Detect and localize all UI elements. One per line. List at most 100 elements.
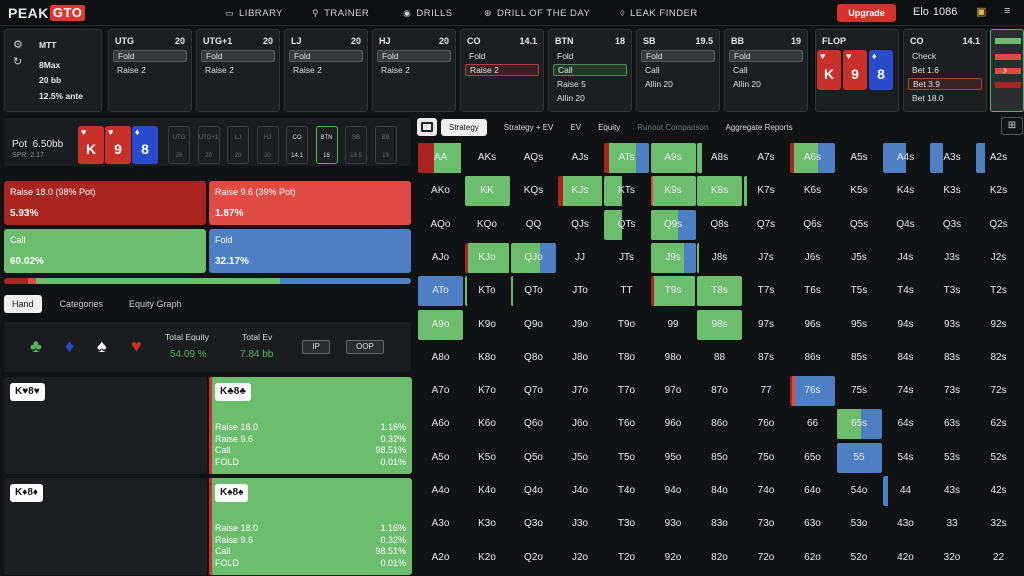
hand-cell-52o[interactable]: 52o: [837, 543, 882, 573]
hand-cell-42o[interactable]: 42o: [883, 543, 928, 573]
hand-cell-63o[interactable]: 63o: [790, 509, 835, 539]
hand-cell-32o[interactable]: 32o: [930, 543, 975, 573]
hand-cell-T5s[interactable]: T5s: [837, 276, 882, 306]
action-raise-big-box[interactable]: Raise 18.0 (98% Pot) 5.93%: [4, 181, 206, 225]
hand-cell-J7s[interactable]: J7s: [744, 243, 789, 273]
hand-cell-43o[interactable]: 43o: [883, 509, 928, 539]
hand-cell-J8s[interactable]: J8s: [697, 242, 742, 273]
hand-cell-K2s[interactable]: K2s: [976, 176, 1021, 206]
hand-cell-J6o[interactable]: J6o: [558, 409, 603, 439]
hand-cell-62s[interactable]: 62s: [976, 409, 1021, 439]
tab-strategy-ev[interactable]: Strategy + EV: [503, 122, 554, 132]
hand-cell-83s[interactable]: 83s: [930, 343, 975, 373]
action-option[interactable]: Fold: [729, 50, 803, 62]
hand-cell-Q9s[interactable]: Q9s: [650, 209, 696, 240]
hand-cell-96s[interactable]: 96s: [790, 310, 835, 340]
position-card-bb-7[interactable]: BB 19 Fold Call Allin 20: [724, 29, 808, 112]
hand-cell-ATo[interactable]: ATo: [418, 276, 463, 307]
hand-cell-T9s[interactable]: T9s: [650, 276, 696, 307]
hand-cell-QJo[interactable]: QJo: [511, 242, 556, 273]
hand-cell-K4o[interactable]: K4o: [465, 476, 510, 506]
action-option[interactable]: Fold: [113, 50, 187, 62]
hand-cell-Q4s[interactable]: Q4s: [883, 210, 928, 240]
hand-cell-Q7s[interactable]: Q7s: [744, 210, 789, 240]
action-option[interactable]: Fold: [201, 50, 275, 62]
position-card-co-4[interactable]: CO 14.1 Fold Raise 2: [460, 29, 544, 112]
hand-cell-54o[interactable]: 54o: [837, 476, 882, 506]
hand-cell-75o[interactable]: 75o: [744, 443, 789, 473]
hand-cell-73o[interactable]: 73o: [744, 509, 789, 539]
hand-cell-93o[interactable]: 93o: [651, 509, 696, 539]
hand-cell-95o[interactable]: 95o: [651, 443, 696, 473]
controller-icon[interactable]: ⊞: [1001, 117, 1023, 135]
logo[interactable]: PEAK GTO: [8, 4, 86, 21]
hand-cell-85s[interactable]: 85s: [837, 343, 882, 373]
hearts-filter-icon[interactable]: ♥: [131, 336, 142, 356]
hand-cell-K8o[interactable]: K8o: [465, 343, 510, 373]
hand-cell-75s[interactable]: 75s: [837, 376, 882, 406]
seat-hj[interactable]: HJ 20: [256, 126, 279, 164]
hand-cell-J9o[interactable]: J9o: [558, 310, 603, 340]
tab-hand[interactable]: Hand: [4, 295, 42, 313]
hand-cell-93s[interactable]: 93s: [930, 310, 975, 340]
hand-cell-K6s[interactable]: K6s: [790, 176, 835, 206]
hand-cell-K9o[interactable]: K9o: [465, 310, 510, 340]
tab-runout-comparison[interactable]: Runout Comparison: [637, 122, 709, 132]
hand-cell-62o[interactable]: 62o: [790, 543, 835, 573]
hand-cell-64o[interactable]: 64o: [790, 476, 835, 506]
hand-cell-J7o[interactable]: J7o: [558, 376, 603, 406]
tab-strategy[interactable]: Strategy: [441, 118, 487, 136]
clubs-filter-icon[interactable]: ♣: [30, 336, 42, 356]
hand-cell-T3o[interactable]: T3o: [604, 509, 649, 539]
hand-cell-TT[interactable]: TT: [604, 276, 649, 306]
hand-cell-A2o[interactable]: A2o: [418, 543, 463, 573]
hand-cell-84o[interactable]: 84o: [697, 476, 742, 506]
hand-cell-JTo[interactable]: JTo: [558, 276, 603, 306]
hand-cell-55[interactable]: 55: [836, 442, 882, 473]
hand-cell-K3s[interactable]: K3s: [930, 176, 975, 206]
hand-cell-76o[interactable]: 76o: [744, 409, 789, 439]
flop-card[interactable]: FLOP ♥ K ♥ 9 ♦ 8: [815, 29, 899, 112]
hand-cell-K5s[interactable]: K5s: [837, 176, 882, 206]
action-option[interactable]: Call: [553, 64, 627, 76]
hand-cell-A6s[interactable]: A6s: [790, 143, 835, 173]
hand-cell-99[interactable]: 99: [651, 310, 696, 340]
hand-cell-T7o[interactable]: T7o: [604, 376, 649, 406]
seat-btn[interactable]: BTN 18: [315, 126, 338, 164]
hand-cell-82s[interactable]: 82s: [976, 343, 1021, 373]
hand-cell-T3s[interactable]: T3s: [930, 276, 975, 306]
hand-cell-Q6o[interactable]: Q6o: [511, 409, 556, 439]
hand-cell-66[interactable]: 66: [790, 409, 835, 439]
hand-cell-JJ[interactable]: JJ: [558, 243, 603, 273]
hand-cell-Q7o[interactable]: Q7o: [511, 376, 556, 406]
hand-cell-T2s[interactable]: T2s: [976, 276, 1021, 306]
hand-cell-86o[interactable]: 86o: [697, 409, 742, 439]
hand-cell-98o[interactable]: 98o: [651, 343, 696, 373]
hand-cell-T5o[interactable]: T5o: [604, 443, 649, 473]
hand-cell-87s[interactable]: 87s: [744, 343, 789, 373]
hand-cell-T2o[interactable]: T2o: [604, 543, 649, 573]
hand-cell-KTs[interactable]: KTs: [604, 176, 649, 207]
action-option[interactable]: Bet 1.6: [912, 65, 939, 75]
hand-cell-87o[interactable]: 87o: [697, 376, 742, 406]
hand-cell-32s[interactable]: 32s: [976, 509, 1021, 539]
position-card-co-8[interactable]: CO 14.1 Check Bet 1.6 Bet 3.9 Bet 18.0: [903, 29, 987, 112]
hand-cell-JTs[interactable]: JTs: [604, 243, 649, 273]
tab-aggregate-reports[interactable]: Aggregate Reports: [725, 122, 793, 132]
action-option[interactable]: Raise 5: [557, 79, 586, 89]
hand-cell-74o[interactable]: 74o: [744, 476, 789, 506]
hand-cell-A8o[interactable]: A8o: [418, 343, 463, 373]
hand-cell-K8s[interactable]: K8s: [697, 176, 742, 207]
hand-cell-Q2s[interactable]: Q2s: [976, 210, 1021, 240]
hand-cell-ATs[interactable]: ATs: [604, 143, 649, 173]
hand-cell-J9s[interactable]: J9s: [650, 242, 696, 273]
hand-cell-KJo[interactable]: KJo: [464, 242, 510, 273]
seat-lj[interactable]: LJ 20: [227, 126, 249, 164]
hand-cell-Q8s[interactable]: Q8s: [697, 210, 742, 240]
hand-cell-63s[interactable]: 63s: [930, 409, 975, 439]
upgrade-button[interactable]: Upgrade: [837, 4, 896, 22]
hand-cell-KK[interactable]: KK: [464, 176, 510, 207]
hand-cell-95s[interactable]: 95s: [837, 310, 882, 340]
combo-card[interactable]: K♦8♦: [4, 478, 207, 575]
action-option[interactable]: Fold: [469, 51, 486, 61]
